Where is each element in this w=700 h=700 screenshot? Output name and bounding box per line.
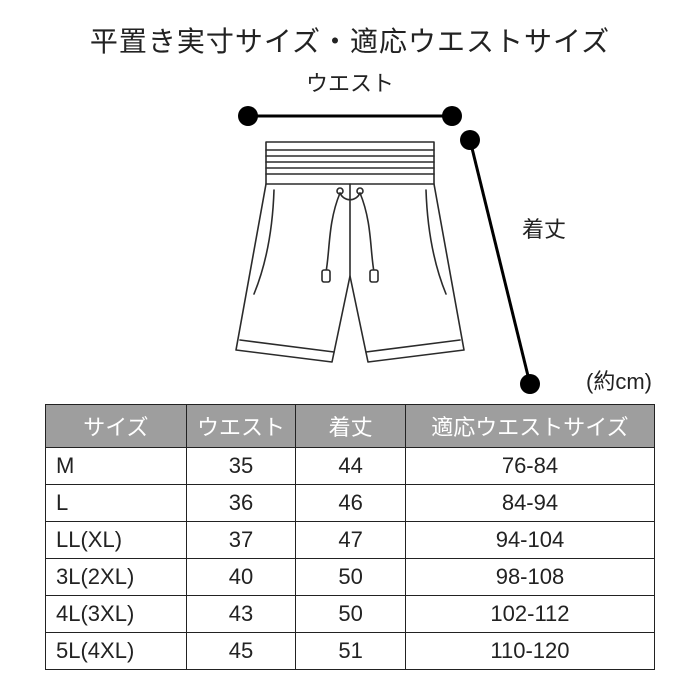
cell-fit: 84-94	[405, 485, 654, 522]
table-row: 3L(2XL)405098-108	[46, 559, 655, 596]
shorts-illustration	[232, 140, 468, 376]
waist-label: ウエスト	[306, 66, 394, 98]
table-header-row: サイズ ウエスト 着丈 適応ウエストサイズ	[46, 405, 655, 448]
cell-fit: 110-120	[405, 633, 654, 670]
unit-label: (約cm)	[586, 364, 652, 396]
cell-size: L	[46, 485, 187, 522]
cell-size: 3L(2XL)	[46, 559, 187, 596]
length-label: 着丈	[522, 212, 566, 244]
col-length: 着丈	[296, 405, 406, 448]
waist-measure-bar	[236, 104, 464, 128]
cell-size: 4L(3XL)	[46, 596, 187, 633]
size-table: サイズ ウエスト 着丈 適応ウエストサイズ M354476-84 L364684…	[45, 404, 655, 670]
col-fit: 適応ウエストサイズ	[405, 405, 654, 448]
table-row: LL(XL)374794-104	[46, 522, 655, 559]
table-row: M354476-84	[46, 448, 655, 485]
cell-fit: 76-84	[405, 448, 654, 485]
cell-length: 44	[296, 448, 406, 485]
cell-waist: 40	[186, 559, 296, 596]
cell-length: 50	[296, 596, 406, 633]
cell-length: 46	[296, 485, 406, 522]
table-row: 4L(3XL)4350102-112	[46, 596, 655, 633]
size-chart-card: 平置き実寸サイズ・適応ウエストサイズ ウエスト	[0, 0, 700, 670]
cell-length: 47	[296, 522, 406, 559]
table-row: L364684-94	[46, 485, 655, 522]
card-title: 平置き実寸サイズ・適応ウエストサイズ	[0, 20, 700, 60]
cell-length: 50	[296, 559, 406, 596]
cell-length: 51	[296, 633, 406, 670]
cell-size: LL(XL)	[46, 522, 187, 559]
cell-fit: 94-104	[405, 522, 654, 559]
col-waist: ウエスト	[186, 405, 296, 448]
cell-waist: 45	[186, 633, 296, 670]
table-row: 5L(4XL)4551110-120	[46, 633, 655, 670]
cell-size: 5L(4XL)	[46, 633, 187, 670]
length-measure-bar	[452, 126, 562, 406]
cell-waist: 37	[186, 522, 296, 559]
cell-waist: 35	[186, 448, 296, 485]
col-size: サイズ	[46, 405, 187, 448]
cell-fit: 98-108	[405, 559, 654, 596]
cell-waist: 36	[186, 485, 296, 522]
cell-fit: 102-112	[405, 596, 654, 633]
cell-waist: 43	[186, 596, 296, 633]
size-table-body: M354476-84 L364684-94 LL(XL)374794-104 3…	[46, 448, 655, 670]
cell-size: M	[46, 448, 187, 485]
measurement-diagram: ウエスト	[0, 66, 700, 396]
